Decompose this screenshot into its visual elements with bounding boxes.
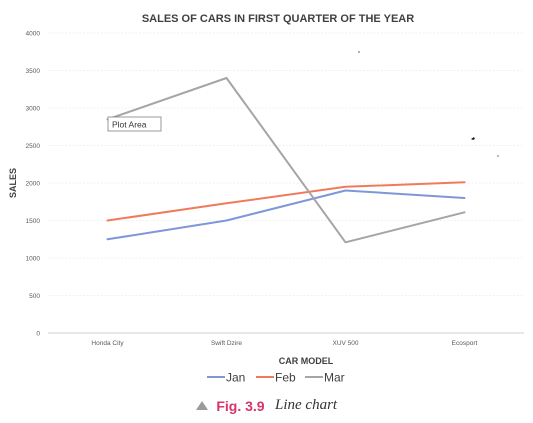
legend-label-feb: Feb [275, 370, 296, 384]
y-tick-label: 4000 [26, 30, 41, 37]
series-line-mar [106, 77, 466, 244]
x-axis-title: CAR MODEL [279, 356, 334, 366]
y-axis-title: SALES [8, 168, 18, 198]
series-lines [106, 77, 466, 244]
figure-caption: Fig. 3.9 Line chart [0, 397, 533, 415]
y-tick-label: 500 [29, 293, 40, 300]
plot-area-tooltip: Plot Area [107, 116, 162, 132]
figure-caption-text: Line chart [275, 397, 338, 414]
y-tick-label: 1500 [26, 218, 41, 225]
x-tick-label: Ecosport [452, 340, 478, 347]
y-tick-label: 0 [36, 330, 40, 337]
series-line-jan [106, 189, 466, 241]
chart-title: SALES OF CARS IN FIRST QUARTER OF THE YE… [142, 13, 414, 25]
tooltip-box [107, 116, 162, 132]
legend-label-mar: Mar [324, 370, 345, 384]
y-tick-label: 2500 [26, 143, 41, 150]
figure-number: Fig. 3.9 [216, 397, 265, 414]
x-tick-label: XUV 500 [332, 340, 358, 347]
speck-dot [497, 155, 499, 157]
y-tick-label: 1000 [26, 255, 41, 262]
x-tick-label: Swift Dzire [211, 340, 242, 347]
speck-mark [471, 137, 475, 140]
gridlines [48, 32, 524, 334]
legend: Jan Feb Mar [207, 370, 345, 384]
legend-label-jan: Jan [226, 370, 245, 384]
x-tick-label: Honda City [91, 340, 124, 347]
y-tick-label: 3500 [26, 68, 41, 75]
scan-specks [358, 51, 499, 157]
speck-dot [358, 51, 360, 53]
y-tick-label: 2000 [26, 180, 41, 187]
tooltip-label: Plot Area [112, 120, 147, 130]
y-tick-label: 3000 [26, 105, 41, 112]
y-axis-ticks: 0 500 1000 1500 2000 2500 3000 3500 4000 [26, 30, 41, 337]
x-axis-ticks: Honda City Swift Dzire XUV 500 Ecosport [91, 340, 477, 347]
line-chart: SALES OF CARS IN FIRST QUARTER OF THE YE… [8, 13, 524, 384]
series-line-feb [106, 181, 466, 222]
triangle-icon [195, 401, 208, 411]
